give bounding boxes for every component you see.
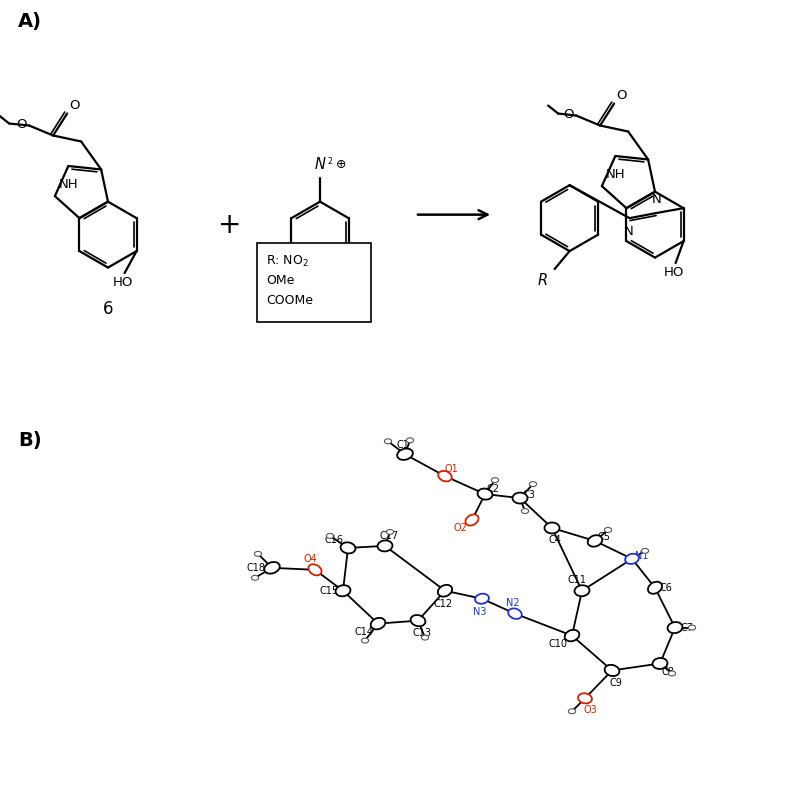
Ellipse shape: [648, 582, 662, 594]
Ellipse shape: [578, 693, 592, 704]
Text: R: R: [315, 296, 325, 311]
Ellipse shape: [264, 562, 280, 574]
Ellipse shape: [384, 439, 392, 444]
Text: C7: C7: [681, 622, 694, 633]
Text: B): B): [18, 432, 42, 450]
Text: C11: C11: [567, 575, 586, 585]
Text: C4: C4: [549, 535, 562, 545]
Ellipse shape: [667, 622, 682, 633]
Text: R: NO$_2$: R: NO$_2$: [266, 254, 309, 269]
Ellipse shape: [669, 671, 675, 676]
Text: C2: C2: [486, 484, 499, 494]
Text: C5: C5: [598, 532, 610, 542]
Ellipse shape: [508, 608, 522, 619]
Ellipse shape: [326, 533, 334, 538]
FancyBboxPatch shape: [257, 242, 371, 323]
Ellipse shape: [653, 658, 667, 669]
Text: OMe: OMe: [266, 273, 294, 286]
Ellipse shape: [605, 528, 612, 533]
Text: $_2$: $_2$: [327, 155, 334, 168]
Text: HO: HO: [663, 266, 684, 279]
Ellipse shape: [370, 618, 386, 630]
Text: O2: O2: [453, 523, 467, 533]
Ellipse shape: [475, 594, 489, 603]
Text: +: +: [218, 211, 242, 238]
Ellipse shape: [478, 489, 493, 499]
Ellipse shape: [605, 665, 619, 676]
Ellipse shape: [397, 448, 413, 460]
Ellipse shape: [545, 522, 559, 533]
Ellipse shape: [406, 438, 414, 443]
Text: O4: O4: [303, 554, 317, 564]
Text: ⊕: ⊕: [336, 157, 346, 171]
Text: NH: NH: [606, 168, 626, 181]
Text: C13: C13: [413, 627, 431, 638]
Text: C3: C3: [522, 490, 535, 500]
Text: O: O: [616, 88, 626, 102]
Ellipse shape: [254, 552, 262, 556]
Text: N: N: [314, 157, 326, 172]
Ellipse shape: [362, 638, 369, 643]
Text: O3: O3: [583, 705, 597, 716]
Ellipse shape: [688, 625, 696, 630]
Text: NH: NH: [59, 178, 78, 191]
Ellipse shape: [491, 478, 498, 483]
Text: C16: C16: [325, 535, 343, 545]
Ellipse shape: [309, 564, 322, 576]
Text: C18: C18: [246, 563, 266, 573]
Text: HO: HO: [112, 276, 133, 289]
Ellipse shape: [438, 471, 452, 482]
Text: R: R: [538, 273, 547, 288]
Ellipse shape: [422, 635, 429, 640]
Text: C8: C8: [662, 668, 674, 677]
Text: O: O: [69, 99, 80, 111]
Ellipse shape: [522, 509, 529, 514]
Text: COOMe: COOMe: [266, 293, 313, 307]
Ellipse shape: [378, 541, 393, 552]
Text: N: N: [652, 193, 662, 206]
Text: O1: O1: [444, 464, 458, 474]
Ellipse shape: [625, 553, 639, 564]
Ellipse shape: [642, 549, 649, 553]
Text: O: O: [17, 118, 27, 131]
Text: C12: C12: [434, 599, 453, 609]
Text: C1: C1: [397, 440, 410, 450]
Text: C9: C9: [610, 678, 622, 688]
Text: A): A): [18, 12, 42, 31]
Ellipse shape: [251, 576, 258, 580]
Text: N2: N2: [506, 598, 520, 607]
Ellipse shape: [574, 585, 590, 596]
Ellipse shape: [386, 529, 394, 534]
Text: 6: 6: [102, 300, 114, 317]
Ellipse shape: [565, 630, 579, 642]
Text: C17: C17: [379, 531, 398, 541]
Ellipse shape: [410, 615, 426, 626]
Ellipse shape: [568, 709, 576, 714]
Text: C10: C10: [549, 638, 567, 649]
Ellipse shape: [438, 585, 452, 596]
Text: N1: N1: [635, 551, 649, 560]
Text: O: O: [564, 108, 574, 121]
Ellipse shape: [341, 542, 355, 553]
Text: C14: C14: [354, 626, 374, 637]
Text: N3: N3: [474, 607, 486, 617]
Text: C6: C6: [659, 583, 673, 593]
Text: N: N: [624, 225, 634, 238]
Ellipse shape: [588, 535, 602, 547]
Ellipse shape: [513, 493, 527, 503]
Text: C15: C15: [319, 586, 338, 595]
Ellipse shape: [466, 514, 478, 525]
Ellipse shape: [530, 482, 537, 487]
Ellipse shape: [335, 585, 350, 596]
